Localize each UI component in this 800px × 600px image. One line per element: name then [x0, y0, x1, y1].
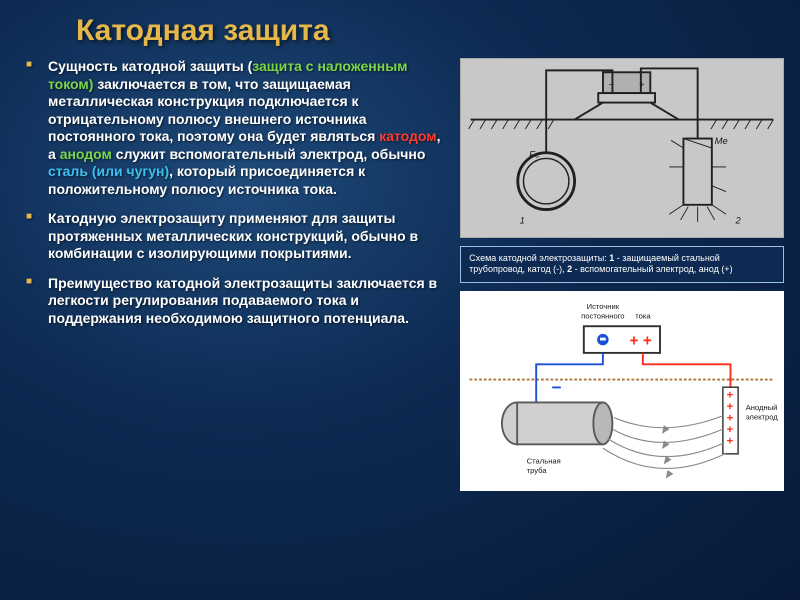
- slide-title: Катодная защита: [76, 14, 784, 48]
- diagram-caption: Схема катодной электрозащиты: 1 - защища…: [460, 246, 784, 283]
- bullet-list: Сущность катодной защиты (защита с налож…: [48, 58, 446, 327]
- plus-mark-icon: +: [630, 332, 639, 349]
- bullet-text: служит вспомогательный электрод, обычно: [112, 146, 426, 162]
- pipe-label-2: труба: [527, 465, 548, 474]
- slide: Катодная защита Сущность катодной защиты…: [0, 0, 800, 600]
- anode-plus-stack: ++ ++ +: [727, 389, 734, 447]
- plus-label: +: [639, 79, 645, 90]
- minus-sign: −: [552, 376, 562, 396]
- pipe-end-far: [594, 402, 613, 444]
- label-2: 2: [735, 216, 742, 227]
- label-1: 1: [520, 216, 525, 227]
- diagram-bottom-svg: + + Источник постоянного тока − ++ ++: [460, 291, 784, 491]
- source-label-2: постоянного: [581, 311, 624, 320]
- anode-label-2: электрод: [746, 412, 779, 421]
- diagram-top-svg: − + Fe 1 Me 2: [461, 59, 783, 237]
- fe-label: Fe: [529, 149, 540, 160]
- svg-text:+: +: [727, 423, 734, 435]
- minus-mark-icon: [600, 337, 606, 340]
- content-row: Сущность катодной защиты (защита с налож…: [48, 58, 784, 576]
- pipe-body: [517, 402, 603, 444]
- caption-lead: Схема катодной электрозащиты:: [469, 253, 609, 263]
- svg-text:+: +: [727, 389, 734, 401]
- bullet-text: Преимущество катодной электрозащиты закл…: [48, 275, 437, 326]
- caption-text-2: - вспомогательный электрод, анод (+): [572, 264, 732, 274]
- bullet-item: Сущность катодной защиты (защита с налож…: [48, 58, 446, 198]
- bullet-text: заключается в том, что защищаемая металл…: [48, 76, 379, 145]
- source-label-3: тока: [635, 311, 651, 320]
- highlight-red: катодом: [379, 128, 436, 144]
- anode-label-1: Анодный: [746, 403, 778, 412]
- svg-text:+: +: [727, 412, 734, 424]
- bullet-item: Преимущество катодной электрозащиты закл…: [48, 275, 446, 328]
- me-label: Me: [715, 136, 728, 147]
- bullet-item: Катодную электрозащиту применяют для защ…: [48, 210, 446, 263]
- diagram-top: − + Fe 1 Me 2: [460, 58, 784, 238]
- pipe-label-1: Стальная: [527, 456, 561, 465]
- diagram-bottom: + + Источник постоянного тока − ++ ++: [460, 291, 784, 491]
- bullet-text: Сущность катодной защиты (: [48, 58, 252, 74]
- power-base: [598, 93, 655, 102]
- highlight-green: анодом: [60, 146, 112, 162]
- text-column: Сущность катодной защиты (защита с налож…: [48, 58, 446, 576]
- bullet-text: Катодную электрозащиту применяют для защ…: [48, 210, 418, 261]
- svg-text:+: +: [727, 435, 734, 447]
- image-column: − + Fe 1 Me 2: [460, 58, 784, 576]
- highlight-cyan: сталь (или чугун): [48, 163, 169, 179]
- svg-text:+: +: [727, 401, 734, 413]
- source-label-1: Источник: [587, 302, 620, 311]
- plus-mark-icon: +: [643, 332, 652, 349]
